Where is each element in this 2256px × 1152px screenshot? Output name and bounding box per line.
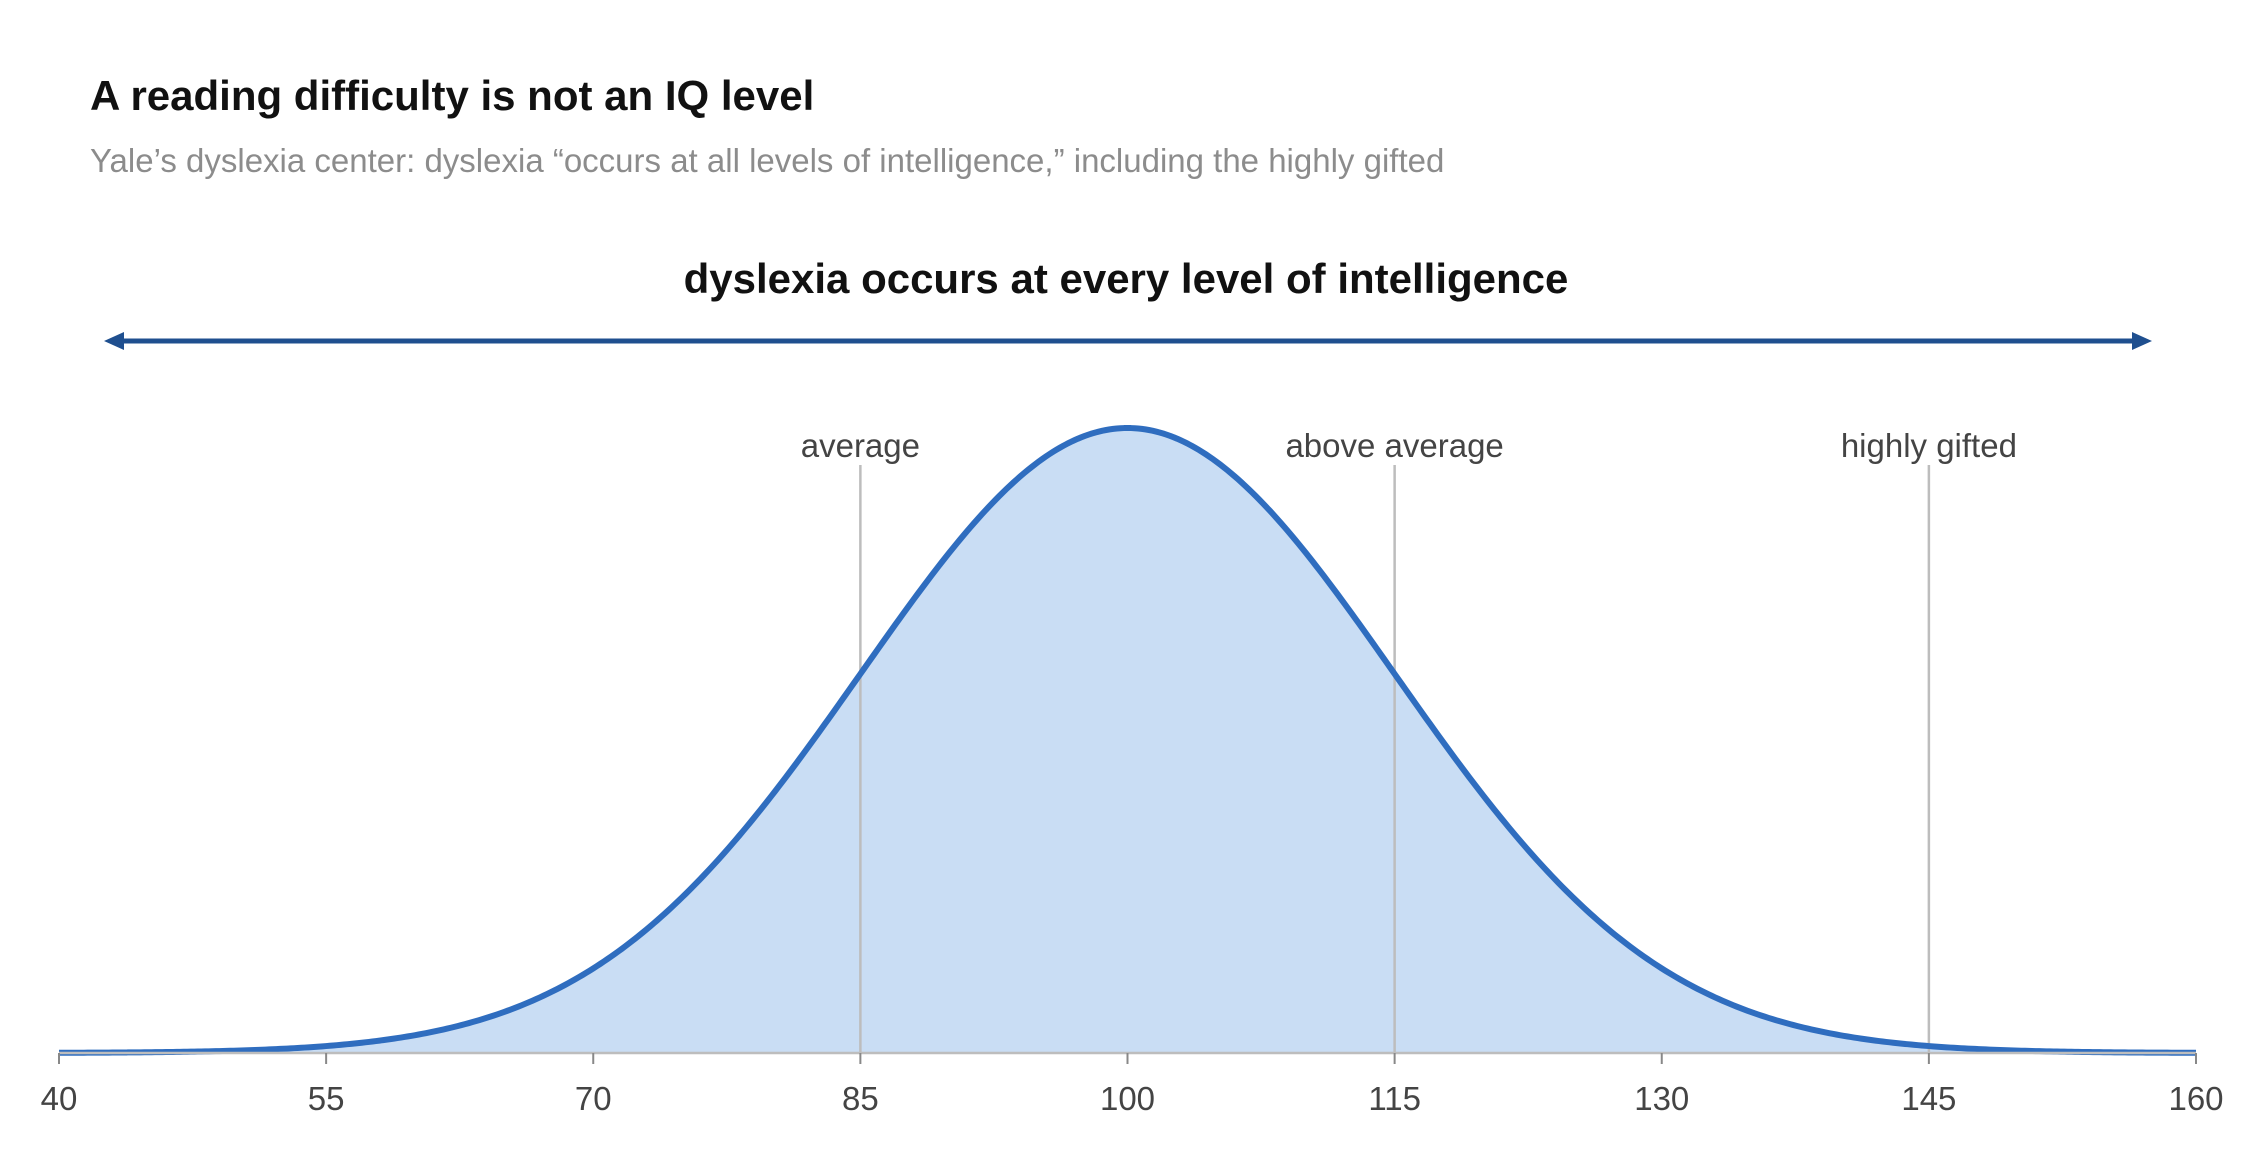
chart-subtitle: Yale’s dyslexia center: dyslexia “occurs… [90,142,1445,179]
range-arrow-left-head [104,332,124,350]
x-tick-label-100: 100 [1100,1080,1155,1117]
marker-lines: average above average highly gifted [801,427,2017,1053]
range-annotation-label: dyslexia occurs at every level of intell… [684,255,1569,302]
x-axis: 40 55 70 85 100 115 130 145 160 [41,1051,2224,1117]
x-tick-label-130: 130 [1634,1080,1689,1117]
x-tick-label-160: 160 [2168,1080,2223,1117]
x-tick-label-115: 115 [1368,1080,1421,1117]
range-annotation: dyslexia occurs at every level of intell… [104,255,2152,350]
x-tick-label-145: 145 [1901,1080,1956,1117]
range-arrow-right-head [2132,332,2152,350]
x-tick-label-70: 70 [575,1080,612,1117]
distribution-area [59,428,2196,1053]
marker-label-85: average [801,427,920,464]
x-tick-label-40: 40 [41,1080,78,1117]
x-tick-label-55: 55 [308,1080,345,1117]
marker-label-145: highly gifted [1841,427,2017,464]
x-tick-label-85: 85 [842,1080,879,1117]
marker-label-115: above average [1285,427,1503,464]
distribution-curve [58,425,2197,1056]
chart-title: A reading difficulty is not an IQ level [90,72,815,119]
